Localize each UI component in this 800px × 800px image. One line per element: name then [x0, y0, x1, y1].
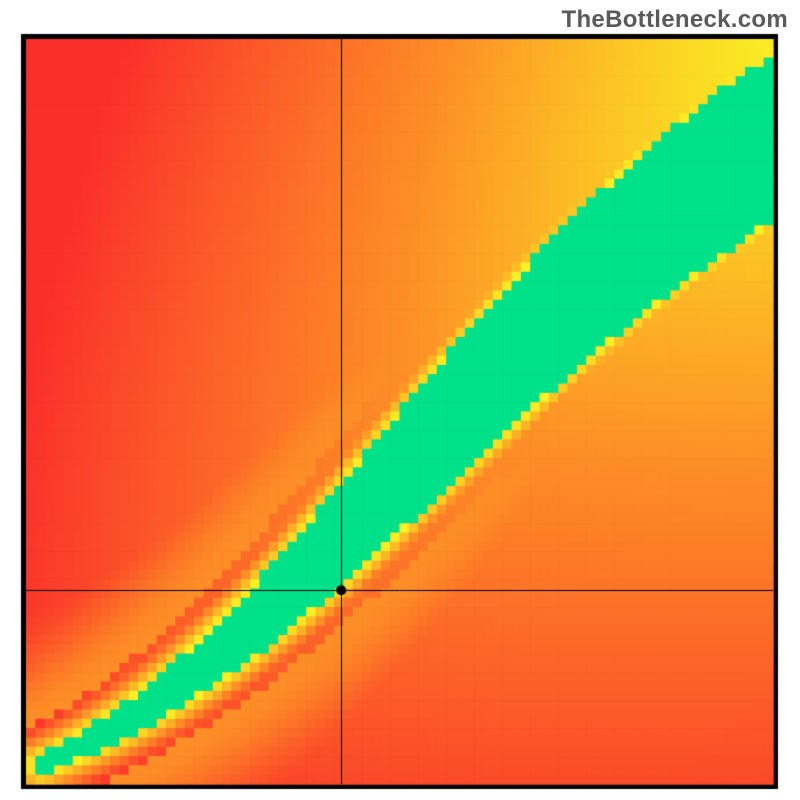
chart-container: TheBottleneck.com — [0, 0, 800, 800]
bottleneck-heatmap — [0, 0, 800, 800]
